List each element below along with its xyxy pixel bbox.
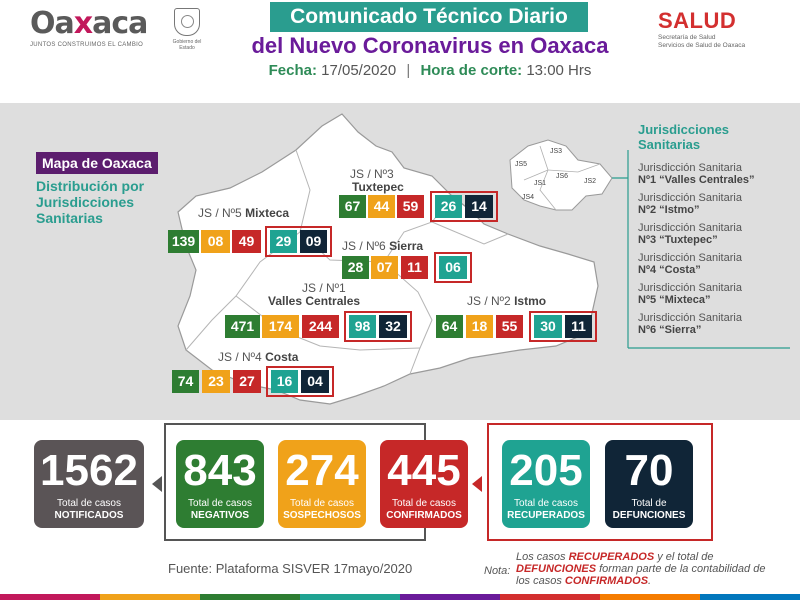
js4-negativos: 74 [172,370,199,393]
legend-item-5: Jurisdicción Sanitaria Nº5 “Mixteca” [638,282,742,306]
js6-recuperados: 06 [439,256,467,279]
js4-confirmados: 27 [233,370,261,393]
decorative-color-strip [0,594,800,600]
js1-negativos: 471 [225,315,260,338]
salud-wordmark: SALUD [658,8,737,33]
fecha-label: Fecha: [268,62,317,79]
js2-sospechosos: 18 [466,315,493,338]
total-recuperados-value: 205 [509,446,583,495]
map-subtitle: Distribución por Jurisdicciones Sanitari… [36,178,145,226]
date-line: Fecha: 17/05/2020 | Hora de corte: 13:00… [268,62,592,79]
total-sospechosos: 274 Total de casos SOSPECHOSOS [278,440,366,528]
js2-label: JS / Nº2 Istmo [467,294,547,308]
js5-confirmados: 49 [232,230,261,253]
total-notificados: 1562 Total de casos NOTIFICADOS [34,440,144,528]
total-confirmados-value: 445 [387,446,461,495]
js3-name: Tuxtepec [352,180,404,194]
js4-label: JS / Nº4 Costa [218,350,299,364]
title-subline: del Nuevo Coronavirus en Oaxaca [251,33,609,58]
js1-prefix: JS / Nº1 [302,281,346,295]
oaxaca-wordmark: Oaxaca [30,6,148,41]
js3-sospechosos: 44 [368,195,395,218]
legend-item-1: Jurisdicción Sanitaria Nº1 “Valles Centra… [638,162,755,186]
js5-negativos: 139 [168,230,199,253]
total-sospechosos-value: 274 [285,446,359,495]
js6-outline [434,252,472,283]
total-defunciones: 70 Total de DEFUNCIONES [605,440,693,528]
js2-defunciones: 11 [565,315,592,338]
js1-confirmados: 244 [302,315,339,338]
arrow-left-icon [152,476,162,492]
js4-outline [266,366,334,397]
total-notificados-value: 1562 [40,446,138,495]
total-confirmados: 445 Total de casos CONFIRMADOS [380,440,468,528]
js3-prefix: JS / Nº3 [350,167,394,181]
total-recuperados: 205 Total de casos RECUPERADOS [502,440,590,528]
js4-defunciones: 04 [301,370,329,393]
arrow-left-red-icon [472,476,482,492]
fecha-value: 17/05/2020 [321,62,397,79]
js1-outline [344,311,412,342]
legend-connector [612,150,790,349]
corte-label: Hora de corte: [420,62,523,79]
js4-sospechosos: 23 [202,370,230,393]
js2-negativos: 64 [436,315,463,338]
total-defunciones-value: 70 [624,446,674,495]
js2-outline [529,311,597,342]
oaxaca-logo: Oaxaca JUNTOS CONSTRUIMOS EL CAMBIO [30,8,160,54]
legend-item-3: Jurisdicción Sanitaria Nº3 “Tuxtepec” [638,222,742,246]
js3-outline [430,191,498,222]
js1-recuperados: 98 [349,315,376,338]
legend-item-6: Jurisdicción Sanitaria Nº6 “Sierra” [638,312,742,336]
inset-label-js6: JS6 [556,173,568,180]
js3-negativos: 67 [339,195,366,218]
js2-confirmados: 55 [496,315,523,338]
js2-recuperados: 30 [534,315,562,338]
legend-item-2: Jurisdicción Sanitaria Nº2 “Istmo” [638,192,742,216]
inset-label-js3: JS3 [550,148,562,155]
total-negativos-value: 843 [183,446,257,495]
js5-label: JS / Nº5 Mixteca [198,206,290,220]
inset-label-js1: JS1 [534,180,546,187]
inset-map [509,139,613,211]
js4-recuperados: 16 [271,370,298,393]
inset-label-js5: JS5 [515,161,527,168]
salud-sub1: Secretaría de Salud [658,34,716,41]
js6-label: JS / Nº6 Sierra [342,239,424,253]
js6-negativos: 28 [342,256,369,279]
js6-sospechosos: 07 [371,256,398,279]
js5-sospechosos: 08 [201,230,230,253]
legend-title: Jurisdicciones Sanitarias [638,122,730,152]
logo-tagline: JUNTOS CONSTRUIMOS EL CAMBIO [30,42,144,48]
frame-confirmed-breakdown [487,423,713,541]
js3-recuperados: 26 [435,195,462,218]
source-note: Fuente: Plataforma SISVER 17mayo/2020 [168,561,413,576]
js5-outline [265,226,332,257]
total-negativos: 843 Total de casos NEGATIVOS [176,440,264,528]
salud-logo: SALUD Secretaría de Salud Servicios de S… [658,8,778,50]
js5-recuperados: 29 [270,230,297,253]
salud-sub2: Servicios de Salud de Oaxaca [658,42,746,49]
js6-confirmados: 11 [401,256,428,279]
js3-confirmados: 59 [397,195,424,218]
js1-sospechosos: 174 [262,315,299,338]
state-seal-icon: Gobierno del Estado [168,8,206,52]
title-banner: Comunicado Técnico Diario [270,2,588,32]
map-tag: Mapa de Oaxaca [36,152,158,174]
inset-label-js4: JS4 [522,194,534,201]
js5-defunciones: 09 [300,230,327,253]
corte-value: 13:00 Hrs [526,62,592,79]
js3-defunciones: 14 [465,195,493,218]
seal-label: Gobierno del Estado [172,39,202,51]
js1-defunciones: 32 [379,315,407,338]
js1-name: Valles Centrales [268,294,361,308]
inset-label-js2: JS2 [584,178,596,185]
legend-item-4: Jurisdicción Sanitaria Nº4 “Costa” [638,252,742,276]
